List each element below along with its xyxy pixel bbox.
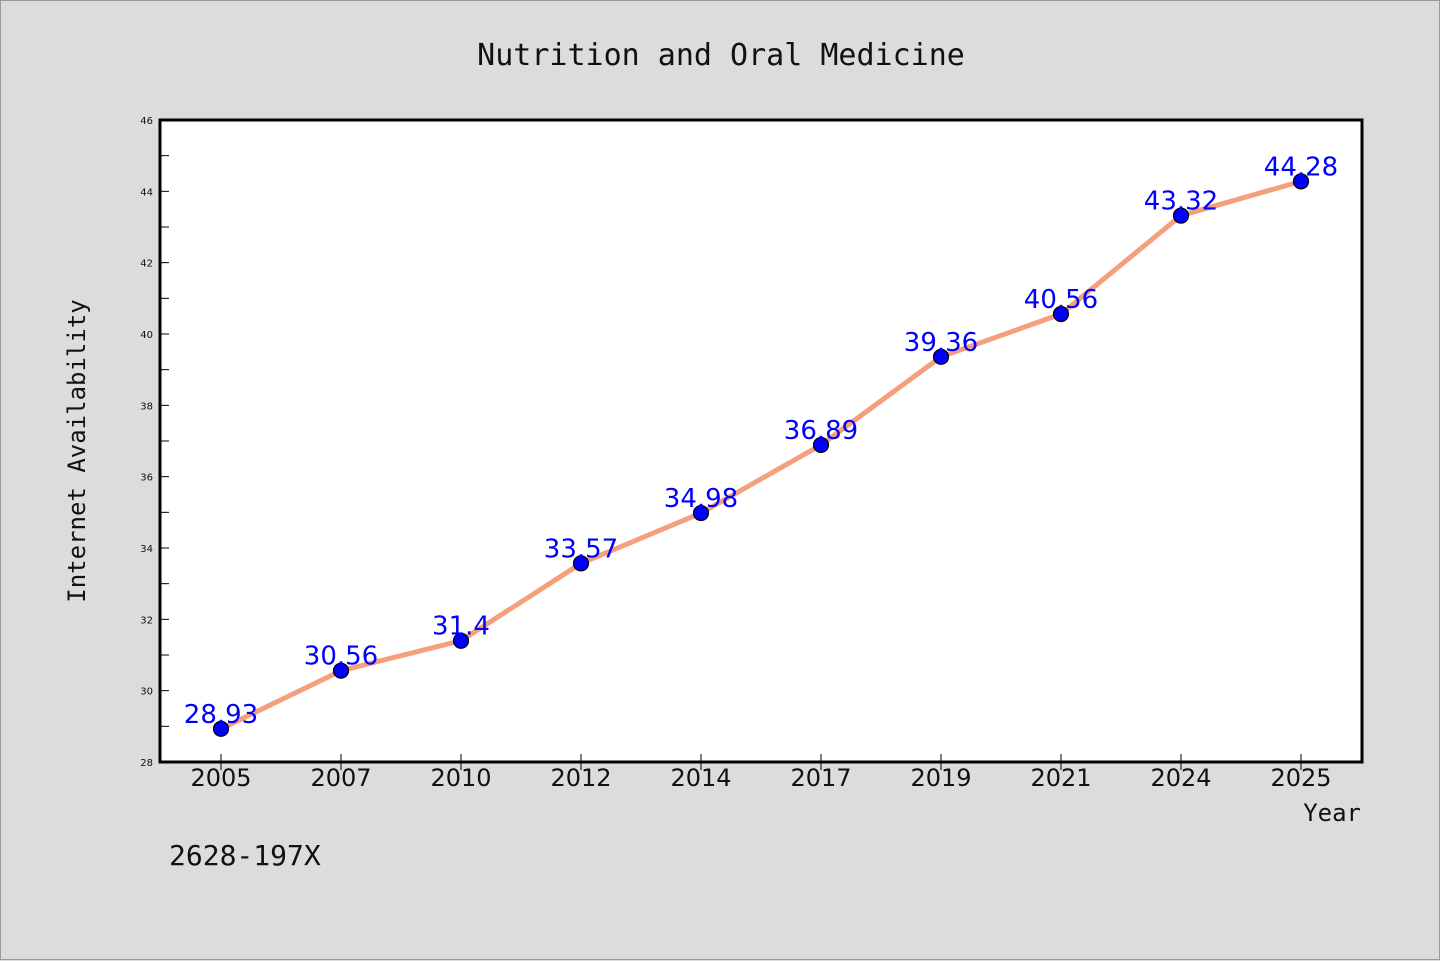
y-axis-label: Internet Availability	[63, 299, 91, 602]
y-axis: 28 30 32 34 36 38 40 42 44 46	[140, 116, 169, 769]
data-label: 28.93	[184, 700, 258, 730]
data-label: 39.36	[904, 328, 978, 358]
data-point-marker	[812, 436, 830, 454]
data-label: 36.89	[784, 416, 858, 446]
data-label: 43.32	[1144, 187, 1218, 217]
data-point-marker	[332, 662, 350, 679]
x-tick-label: 2007	[310, 764, 371, 792]
x-axis: 2005 2007 2010 2012 2014 2017 2019 2021 2024 2025	[190, 754, 1332, 792]
data-label: 34.98	[664, 484, 738, 514]
x-tick-label: 2024	[1150, 764, 1211, 792]
data-point-marker	[1172, 207, 1190, 224]
y-tick-label: 30	[140, 687, 153, 698]
y-tick-label: 46	[140, 116, 153, 127]
plot-area	[158, 118, 1364, 764]
data-point-marker	[572, 555, 590, 572]
data-point-marker	[1292, 173, 1310, 190]
x-tick-label: 2021	[1030, 764, 1091, 792]
y-tick-label: 32	[140, 615, 153, 626]
y-tick-label: 44	[140, 187, 153, 198]
x-tick-label: 2005	[190, 764, 251, 792]
data-label: 40.56	[1024, 285, 1098, 315]
data-point-marker	[1052, 305, 1070, 323]
x-tick-label: 2025	[1270, 764, 1331, 792]
data-point-marker	[932, 348, 950, 365]
data-label: 30.56	[304, 642, 378, 672]
data-labels: 28.93 30.56 31.4 33.57 34.98 36.89 39.36 40.56 4…	[184, 152, 1338, 729]
footnote-code: 2628-197X	[169, 839, 321, 872]
x-tick-label: 2017	[790, 764, 851, 792]
y-tick-label: 40	[140, 330, 153, 341]
data-point-marker	[452, 632, 470, 649]
data-label: 33.57	[544, 534, 618, 564]
y-tick-label: 28	[140, 758, 153, 769]
series-line-group	[212, 173, 1310, 737]
x-tick-label: 2010	[430, 764, 491, 792]
chart-title: Nutrition and Oral Medicine	[477, 38, 965, 73]
y-tick-label: 36	[140, 473, 153, 484]
y-tick-label: 42	[140, 259, 153, 270]
data-label: 44.28	[1264, 152, 1338, 182]
x-tick-label: 2012	[550, 764, 611, 792]
x-tick-label: 2019	[910, 764, 971, 792]
data-point-marker	[692, 504, 710, 522]
data-point-marker	[212, 720, 230, 737]
data-label: 31.4	[432, 612, 490, 642]
x-tick-label: 2014	[670, 764, 731, 792]
x-axis-label: Year	[1303, 799, 1361, 827]
y-tick-label: 34	[140, 544, 153, 555]
y-tick-label: 38	[140, 401, 153, 412]
series-line	[218, 178, 1304, 732]
